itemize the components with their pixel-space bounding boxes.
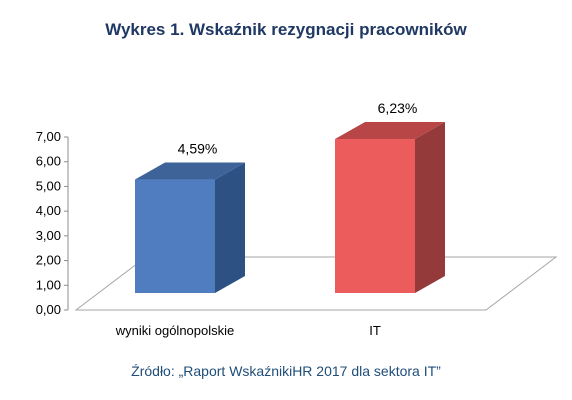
bar-front bbox=[335, 139, 415, 293]
category-label: wyniki ogólnopolskie bbox=[115, 323, 235, 338]
bar-1 bbox=[135, 162, 245, 293]
bar-side bbox=[215, 162, 245, 293]
bar-top bbox=[335, 122, 445, 140]
y-tick-label: 3,00 bbox=[36, 228, 61, 243]
x-axis: wyniki ogólnopolskie IT bbox=[115, 323, 381, 338]
y-tick-label: 6,00 bbox=[36, 154, 61, 169]
y-tick-label: 0,00 bbox=[36, 302, 61, 317]
y-tick-label: 1,00 bbox=[36, 277, 61, 292]
data-labels: 4,59% 6,23% bbox=[178, 100, 418, 157]
y-tick-label: 7,00 bbox=[36, 129, 61, 144]
y-tick-label: 2,00 bbox=[36, 253, 61, 268]
y-axis: 0,00 1,00 2,00 3,00 4,00 5,00 6,00 7,00 bbox=[36, 129, 69, 317]
y-tick-label: 4,00 bbox=[36, 203, 61, 218]
data-label: 4,59% bbox=[178, 141, 218, 157]
chart-floor bbox=[74, 256, 558, 311]
bar-2 bbox=[335, 122, 445, 293]
data-label: 6,23% bbox=[378, 100, 418, 116]
bar-front bbox=[135, 179, 215, 293]
bar-side bbox=[415, 122, 445, 293]
category-label: IT bbox=[369, 323, 381, 338]
y-tick-label: 5,00 bbox=[36, 178, 61, 193]
bar-top bbox=[135, 162, 245, 180]
chart-title: Wykres 1. Wskaźnik rezygnacji pracownikó… bbox=[105, 20, 467, 39]
bars bbox=[135, 122, 445, 293]
chart-source: Źródło: „Raport WskaźnikiHR 2017 dla sek… bbox=[131, 363, 441, 379]
